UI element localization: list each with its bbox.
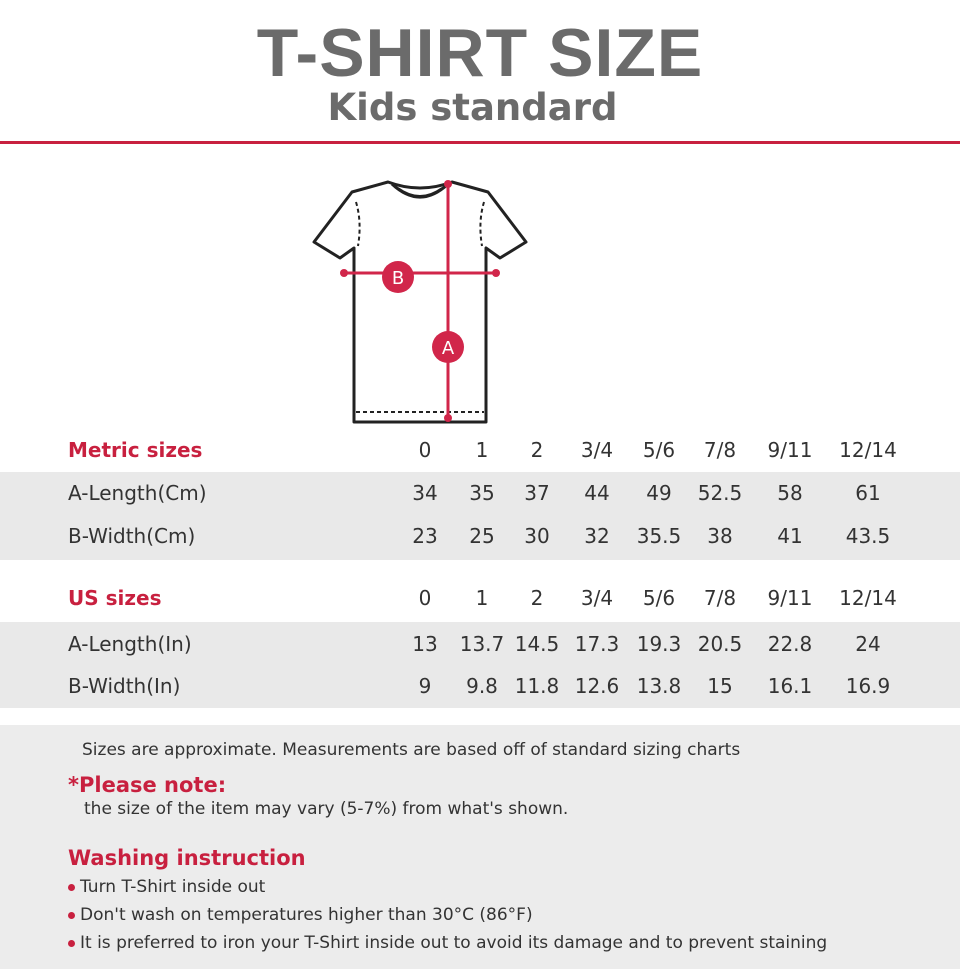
bullet-icon [68, 911, 75, 919]
washing-item: It is preferred to iron your T-Shirt ins… [68, 933, 827, 953]
tshirt-outline [312, 180, 528, 424]
size-header: 0 [418, 438, 432, 462]
table-cell: 32 [584, 524, 610, 548]
table-cell: 23 [412, 524, 438, 548]
section-heading: Metric sizes [68, 438, 203, 462]
washing-item: Turn T-Shirt inside out [68, 877, 265, 897]
size-header: 5/6 [642, 586, 676, 610]
table-cell: 19.3 [636, 632, 682, 656]
table-cell: 35 [469, 481, 495, 505]
table-cell: 41 [777, 524, 803, 548]
table-cell: 16.9 [845, 674, 891, 698]
size-header: 2 [530, 586, 544, 610]
table-cell: 14.5 [514, 632, 560, 656]
us-header-row: US sizes 0 1 2 3/4 5/6 7/8 9/11 12/14 [0, 578, 960, 618]
table-cell: 16.1 [767, 674, 813, 698]
table-cell: 12.6 [574, 674, 620, 698]
approx-note: Sizes are approximate. Measurements are … [82, 740, 741, 760]
size-header: 7/8 [703, 438, 737, 462]
table-row: A-Length(In) 13 13.7 14.5 17.3 19.3 20.5 22.8 24 [0, 624, 960, 664]
washing-item: Don't wash on temperatures higher than 3… [68, 905, 533, 925]
divider [0, 141, 960, 144]
washing-heading: Washing instruction [68, 846, 306, 870]
table-cell: 34 [412, 481, 438, 505]
section-heading: US sizes [68, 586, 162, 610]
metric-band [0, 472, 960, 560]
marker-b [382, 261, 414, 293]
table-row: B-Width(In) 9 9.8 11.8 12.6 13.8 15 16.1 16.9 [0, 666, 960, 706]
table-cell: 11.8 [514, 674, 560, 698]
marker-a [432, 331, 464, 363]
table-cell: 52.5 [697, 481, 743, 505]
table-cell: 15 [707, 674, 733, 698]
table-cell: 17.3 [574, 632, 620, 656]
size-header: 2 [530, 438, 544, 462]
size-header: 9/11 [767, 438, 813, 462]
table-cell: 49 [646, 481, 672, 505]
size-header: 12/14 [839, 438, 897, 462]
page-subtitle: Kids standard [327, 86, 618, 129]
row-label: A-Length(Cm) [68, 481, 207, 505]
table-cell: 43.5 [845, 524, 891, 548]
table-cell: 61 [855, 481, 881, 505]
metric-header-row: Metric sizes 0 1 2 3/4 5/6 7/8 9/11 12/14 [0, 430, 960, 470]
table-cell: 44 [584, 481, 610, 505]
marker-b-label: B [392, 268, 404, 289]
table-cell: 37 [524, 481, 550, 505]
notes-panel: Sizes are approximate. Measurements are … [0, 725, 960, 969]
size-header: 7/8 [703, 586, 737, 610]
table-cell: 13.7 [459, 632, 505, 656]
table-cell: 13.8 [636, 674, 682, 698]
row-label: B-Width(In) [68, 674, 181, 698]
size-header: 3/4 [580, 438, 614, 462]
variance-note: the size of the item may vary (5-7%) fro… [84, 799, 569, 819]
table-row: B-Width(Cm) 23 25 30 32 35.5 38 41 43.5 [0, 516, 960, 556]
bullet-icon [68, 883, 75, 891]
size-header: 9/11 [767, 586, 813, 610]
table-row: A-Length(Cm) 34 35 37 44 49 52.5 58 61 [0, 473, 960, 513]
row-label: A-Length(In) [68, 632, 192, 656]
table-cell: 9.8 [466, 674, 498, 698]
table-cell: 20.5 [697, 632, 743, 656]
table-cell: 13 [412, 632, 438, 656]
table-cell: 24 [855, 632, 881, 656]
marker-a-label: A [442, 338, 455, 359]
size-header: 1 [475, 438, 489, 462]
please-note-heading: *Please note: [68, 773, 227, 797]
size-header: 5/6 [642, 438, 676, 462]
size-header: 1 [475, 586, 489, 610]
bullet-icon [68, 939, 75, 947]
table-cell: 30 [524, 524, 550, 548]
tshirt-diagram: B A [312, 180, 528, 424]
size-header: 3/4 [580, 586, 614, 610]
table-cell: 35.5 [636, 524, 682, 548]
size-header: 0 [418, 586, 432, 610]
page-title: T-SHIRT SIZE [256, 15, 704, 91]
table-cell: 38 [707, 524, 733, 548]
table-cell: 25 [469, 524, 495, 548]
table-cell: 58 [777, 481, 803, 505]
us-band [0, 622, 960, 708]
table-cell: 22.8 [767, 632, 813, 656]
size-header: 12/14 [839, 586, 897, 610]
row-label: B-Width(Cm) [68, 524, 196, 548]
table-cell: 9 [418, 674, 432, 698]
